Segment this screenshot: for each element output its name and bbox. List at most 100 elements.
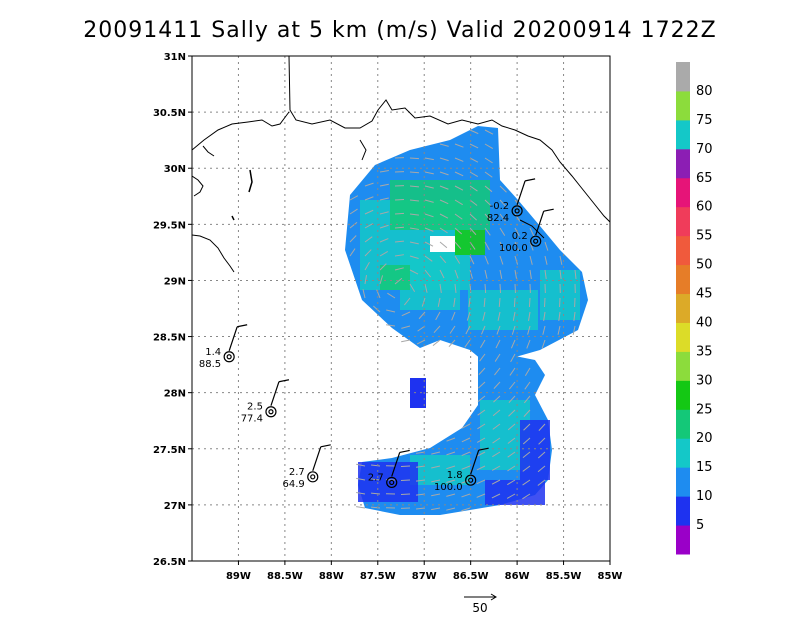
wind-vector xyxy=(371,464,381,467)
wind-vector xyxy=(386,309,396,313)
wind-vector xyxy=(469,227,477,236)
wind-vector xyxy=(454,269,459,279)
axis-labels: 89W 88.5W 88W 87.5W 87W 86.5W 86W 85.5W 85W 31N 30… xyxy=(153,52,623,582)
wind-vector xyxy=(495,339,501,349)
wind-vector xyxy=(409,269,419,275)
station-value-top: 1.4 xyxy=(205,347,221,358)
station-value-bottom: 77.4 xyxy=(241,414,263,425)
wind-vector xyxy=(439,199,449,205)
wind-barb xyxy=(270,381,280,406)
wind-vector xyxy=(454,143,464,148)
colorbar-segment xyxy=(676,409,690,439)
wind-vector xyxy=(356,477,366,481)
wind-vector xyxy=(409,171,420,174)
wind-vector xyxy=(492,409,501,417)
colorbar-label: 15 xyxy=(696,460,713,475)
colorbar-segment xyxy=(676,235,690,266)
wind-vector xyxy=(529,241,534,251)
wind-vector xyxy=(468,297,471,307)
wind-vector xyxy=(454,199,463,206)
wind-vector xyxy=(362,289,366,299)
wind-vector xyxy=(538,437,546,445)
y-tick-label: 26.5N xyxy=(153,557,186,568)
wind-vector xyxy=(484,213,492,222)
wind-vector xyxy=(469,255,475,265)
station-value-top: 2.7 xyxy=(289,467,305,478)
wind-vector xyxy=(364,223,374,229)
wind-vector xyxy=(451,311,456,321)
station-3: 2.577.4 xyxy=(241,379,290,425)
wind-vector xyxy=(439,213,449,219)
wind-vector xyxy=(446,493,456,497)
wind-vector xyxy=(478,381,486,389)
wind-vector xyxy=(484,129,494,135)
wind-vector xyxy=(511,325,516,335)
wind-barb xyxy=(470,450,480,475)
wind-vector xyxy=(439,171,449,176)
x-tick-label: 86.5W xyxy=(453,571,489,582)
colorbar-segment xyxy=(676,148,690,179)
wind-vector xyxy=(484,185,493,193)
reference-vector: 50 xyxy=(464,593,497,615)
wind-vector xyxy=(484,171,493,178)
radar-cell-1 xyxy=(390,180,490,230)
wind-vector xyxy=(416,479,426,482)
wind-vector xyxy=(394,277,403,285)
wind-vector xyxy=(499,227,506,236)
wind-vector xyxy=(541,339,546,349)
wind-vector xyxy=(416,507,426,510)
wind-vector xyxy=(349,221,358,229)
colorbar-segment xyxy=(676,496,690,526)
station-0: -0.282.4 xyxy=(487,178,536,224)
wind-vector xyxy=(387,292,396,299)
wind-vector xyxy=(409,283,416,292)
station-value-top: 1.8 xyxy=(447,470,463,481)
wind-vector xyxy=(409,241,419,245)
wind-vector xyxy=(437,297,441,307)
wind-vector xyxy=(508,395,516,403)
wind-vector xyxy=(529,227,535,237)
wind-vector xyxy=(499,283,502,294)
wind-vector xyxy=(431,493,441,497)
wind-vector xyxy=(522,465,531,472)
wind-vector xyxy=(424,157,434,161)
wind-vector xyxy=(499,185,507,193)
wind-barb-flag xyxy=(524,178,536,182)
wind-vector xyxy=(409,199,420,202)
wind-vector xyxy=(461,507,471,512)
colorbar-segment xyxy=(676,119,690,150)
x-tick-label: 87W xyxy=(412,571,437,582)
station-marker xyxy=(265,406,277,418)
colorbar-label: 25 xyxy=(696,402,713,417)
y-tick-label: 29N xyxy=(164,276,186,287)
wind-vector xyxy=(439,283,442,293)
wind-vector xyxy=(499,241,505,251)
wind-vector xyxy=(476,479,486,485)
wind-vector xyxy=(409,185,420,188)
wind-vector xyxy=(424,269,432,278)
wind-vector xyxy=(507,465,516,472)
wind-vector xyxy=(477,423,486,430)
wind-vector xyxy=(484,255,489,265)
wind-vector xyxy=(401,339,411,343)
wind-vector xyxy=(461,437,471,443)
wind-vector xyxy=(394,240,405,243)
y-tick-label: 31N xyxy=(164,52,186,63)
station-marker-inner xyxy=(514,208,520,214)
radar-wind-field xyxy=(345,126,588,515)
wind-vector xyxy=(373,305,381,313)
wind-vector xyxy=(484,199,492,207)
wind-vector xyxy=(409,213,419,216)
wind-vector xyxy=(349,195,359,201)
wind-barb xyxy=(516,180,526,206)
wind-barb-flag xyxy=(237,324,248,328)
colorbar-segment xyxy=(676,351,690,381)
station-value-bottom: 64.9 xyxy=(282,479,304,490)
wind-vector xyxy=(465,325,471,335)
wind-vector xyxy=(523,409,531,417)
radar-cell-4 xyxy=(468,290,538,330)
wind-barb-flag xyxy=(320,444,331,448)
y-tick-label: 30N xyxy=(164,164,186,175)
wind-vector xyxy=(510,353,516,363)
wind-vector xyxy=(528,297,531,308)
